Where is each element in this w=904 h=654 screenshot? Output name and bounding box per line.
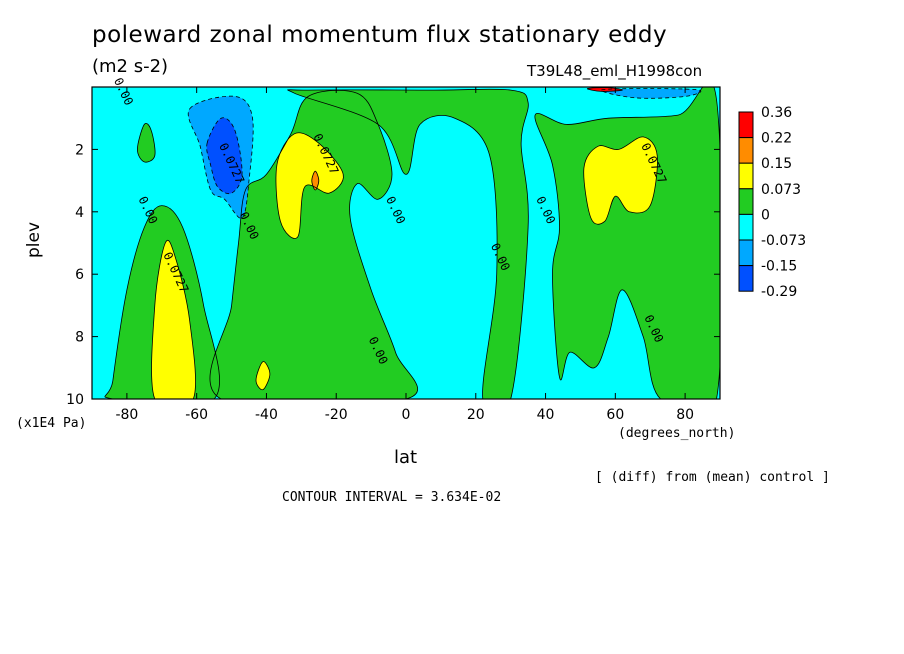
region-small-orange xyxy=(311,171,319,190)
region-south-deep-blue xyxy=(206,117,243,194)
contour-south-yellow xyxy=(151,239,196,399)
contour-northern-green-band xyxy=(534,87,720,399)
diff-note: [ (diff) from (mean) control ] xyxy=(595,470,830,485)
contour-top-blue xyxy=(600,88,702,99)
contour-small-orange xyxy=(311,170,320,191)
y-tick-label: 4 xyxy=(75,205,84,221)
contour-small-yellow xyxy=(255,361,271,391)
colorbar-swatch xyxy=(738,137,754,164)
contour-south-blue xyxy=(187,95,254,219)
contour-interval: CONTOUR INTERVAL = 3.634E-02 xyxy=(282,490,502,505)
contour-top-green-band xyxy=(287,88,529,399)
x-tick-label: 40 xyxy=(537,407,555,423)
contour-north-yellow xyxy=(583,136,658,225)
y-axis-ticks: 2 4 6 8 10 xyxy=(66,142,720,408)
x-tick-label: 60 xyxy=(606,407,624,423)
region-south-yellow xyxy=(151,240,196,399)
x-tick-label: 20 xyxy=(467,407,485,423)
x-axis-label: lat xyxy=(394,447,418,468)
colorbar-label: 0.36 xyxy=(761,105,792,121)
x-tick-label: 80 xyxy=(676,407,694,423)
chart-title: poleward zonal momentum flux stationary … xyxy=(92,22,668,48)
x-axis-ticks: -80 -60 -40 -20 0 20 40 60 80 xyxy=(115,87,694,423)
colorbar-swatch xyxy=(738,111,754,139)
colorbar-label: 0.22 xyxy=(761,131,792,147)
x-tick-label: -40 xyxy=(255,407,278,423)
chart-units: (m2 s-2) xyxy=(92,56,169,77)
x-tick-label: -20 xyxy=(325,407,348,423)
filled-regions xyxy=(104,87,720,399)
region-top-blue xyxy=(601,88,701,99)
x-axis-unit-label: (degrees_north) xyxy=(618,426,736,441)
region-north-yellow xyxy=(583,136,658,225)
colorbar-swatch xyxy=(738,188,754,215)
colorbar-label: 0.15 xyxy=(761,156,792,172)
contour-south-deep-blue xyxy=(206,117,243,195)
colorbar-label: -0.15 xyxy=(761,259,797,275)
x-tick-label: 0 xyxy=(402,407,411,423)
x-tick-label: -80 xyxy=(115,407,138,423)
region-small-yellow xyxy=(256,361,270,390)
region-mid-yellow xyxy=(275,132,344,239)
contour-southern-green-band xyxy=(104,205,220,399)
region-small-green-patch xyxy=(137,123,156,163)
contour-small-green-patch xyxy=(136,122,156,163)
colorbar: 0.36 0.22 0.15 0.073 0 -0.073 -0.15 -0.29 xyxy=(738,105,806,300)
colorbar-swatch xyxy=(738,239,754,267)
region-top-green-band xyxy=(287,89,529,399)
colorbar-label: -0.29 xyxy=(761,284,797,300)
y-tick-label: 6 xyxy=(75,267,84,283)
region-northern-green-band xyxy=(535,87,720,399)
y-tick-label: 10 xyxy=(66,392,84,408)
y-tick-label: 8 xyxy=(75,330,84,346)
colorbar-label: 0 xyxy=(761,207,770,223)
colorbar-swatch xyxy=(738,213,754,241)
colorbar-swatch xyxy=(738,265,754,292)
region-central-green-band xyxy=(210,90,418,399)
contour-mid-yellow xyxy=(275,132,344,239)
y-axis-unit-label: (x1E4 Pa) xyxy=(16,416,87,431)
colorbar-label: 0.073 xyxy=(761,182,801,198)
x-tick-label: -60 xyxy=(185,407,208,423)
run-label: T39L48_eml_H1998con xyxy=(527,62,703,80)
colorbar-label: -0.073 xyxy=(761,233,806,249)
y-tick-label: 2 xyxy=(75,142,84,158)
contour-lines xyxy=(104,87,720,399)
colorbar-swatch xyxy=(738,162,754,190)
